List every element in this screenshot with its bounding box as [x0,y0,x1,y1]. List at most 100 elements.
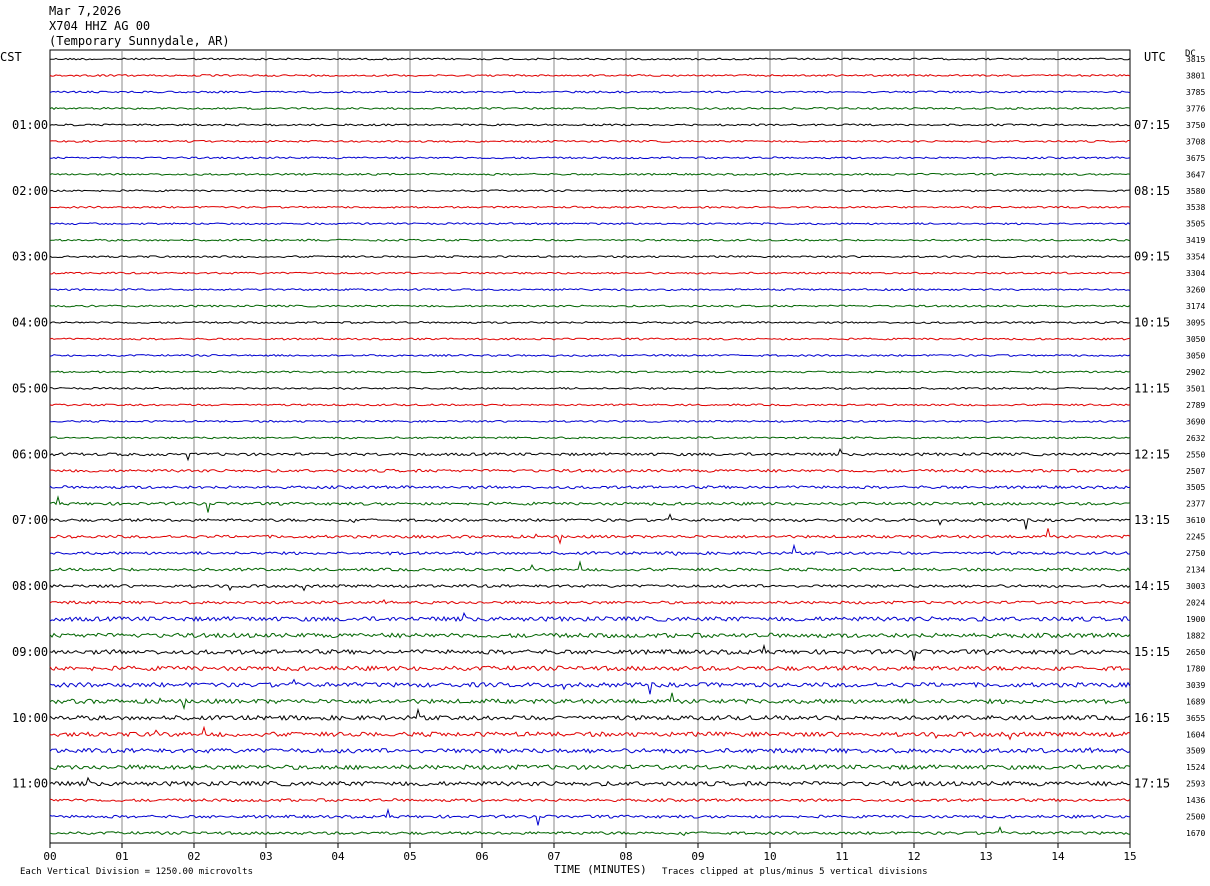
right-hour-label: 11:15 [1134,381,1170,395]
seismic-trace [49,632,1131,639]
left-hour-label: 07:00 [12,513,48,527]
seismic-trace [49,321,1131,325]
seismic-trace [49,288,1131,292]
seismic-trace [49,495,1131,513]
dc-value-label: 3419 [1186,236,1205,245]
seismic-trace [49,611,1131,623]
seismic-trace [49,468,1131,473]
dc-value-label: 3750 [1186,121,1205,130]
dc-value-label: 3815 [1186,55,1205,64]
seismic-trace [49,776,1131,787]
dc-value-label: 1900 [1186,615,1205,624]
seismic-trace [49,764,1131,771]
location-label: (Temporary Sunnydale, AR) [49,34,230,48]
seismic-trace [49,57,1131,61]
right-hour-label: 15:15 [1134,645,1170,659]
seismic-trace [49,271,1131,275]
seismic-trace [49,90,1131,94]
seismic-trace [49,189,1131,193]
dc-value-label: 3801 [1186,71,1205,80]
seismic-trace [50,419,1131,423]
dc-value-label: 3505 [1186,483,1205,492]
x-tick-label: 12 [907,850,920,863]
x-axis-title: TIME (MINUTES) [554,863,647,876]
dc-value-label: 2789 [1186,401,1205,410]
dc-value-label: 3174 [1186,302,1205,311]
x-tick-label: 02 [187,850,200,863]
seismic-trace [50,156,1131,160]
x-tick-label: 14 [1051,850,1065,863]
left-hour-label: 06:00 [12,447,48,461]
seismic-trace [49,304,1131,308]
left-timezone-label: CST [0,50,22,64]
dc-value-label: 2245 [1186,533,1205,542]
dc-value-label: 3655 [1186,714,1205,723]
right-hour-label: 10:15 [1134,316,1170,330]
right-hour-label: 07:15 [1134,118,1170,132]
left-hour-label: 10:00 [12,711,48,725]
seismic-trace [49,337,1131,341]
dc-value-label: 3776 [1186,104,1205,113]
seismic-trace [49,584,1131,592]
seismic-trace [49,725,1131,741]
x-tick-label: 13 [979,850,992,863]
seismic-trace [49,599,1131,605]
dc-value-label: 3501 [1186,384,1205,393]
right-hour-label: 14:15 [1134,579,1170,593]
right-hour-label: 09:15 [1134,250,1170,264]
seismic-trace [49,692,1131,711]
left-hour-label: 05:00 [12,381,48,395]
seismic-trace [49,560,1131,572]
left-hour-label: 11:00 [12,777,48,791]
scale-note: Each Vertical Division = 1250.00 microvo… [20,867,253,877]
dc-value-label: 3050 [1186,335,1205,344]
dc-value-label: 3095 [1186,319,1205,328]
seismic-trace [49,205,1131,209]
dc-value-label: 2134 [1186,566,1205,575]
right-hour-label: 13:15 [1134,513,1170,527]
dc-value-label: 2902 [1186,368,1205,377]
dc-value-label: 2500 [1186,813,1205,822]
seismic-trace [49,447,1131,462]
dc-value-label: 3050 [1186,351,1205,360]
date-label: Mar 7,2026 [49,4,122,18]
left-hour-label: 08:00 [12,579,48,593]
plot-frame [49,49,1131,844]
x-tick-label: 01 [115,850,128,863]
left-hour-label: 03:00 [12,250,48,264]
x-tick-label: 09 [691,850,704,863]
dc-value-label: 3647 [1186,170,1205,179]
x-tick-label: 11 [835,850,848,863]
right-hour-label: 16:15 [1134,711,1170,725]
dc-header-label: DC [1185,49,1196,59]
dc-value-label: 3304 [1186,269,1205,278]
seismic-trace [49,238,1131,242]
x-tick-label: 08 [619,850,632,863]
seismic-trace [49,106,1131,110]
x-tick-label: 06 [475,850,488,863]
dc-value-label: 3610 [1186,516,1205,525]
dc-value-label: 3505 [1186,220,1205,229]
seismic-trace [49,807,1131,826]
dc-value-label: 2550 [1186,450,1205,459]
dc-value-label: 1689 [1186,697,1205,706]
seismic-trace [49,386,1131,390]
seismic-trace [49,513,1131,530]
dc-value-label: 3708 [1186,137,1205,146]
seismic-trace [49,643,1131,662]
right-hour-label: 12:15 [1134,447,1170,461]
dc-value-label: 3538 [1186,203,1205,212]
dc-value-label: 3785 [1186,88,1205,97]
dc-value-label: 3509 [1186,747,1205,756]
dc-value-label: 2507 [1186,467,1205,476]
x-tick-label: 07 [547,850,560,863]
seismic-trace [49,826,1131,837]
dc-value-label: 2024 [1186,599,1205,608]
x-tick-label: 03 [259,850,272,863]
right-timezone-label: UTC [1144,50,1166,64]
dc-value-label: 1604 [1186,730,1205,739]
x-tick-label: 04 [331,850,345,863]
dc-value-label: 3690 [1186,417,1205,426]
dc-value-label: 1670 [1186,829,1205,838]
seismic-trace [49,485,1131,490]
